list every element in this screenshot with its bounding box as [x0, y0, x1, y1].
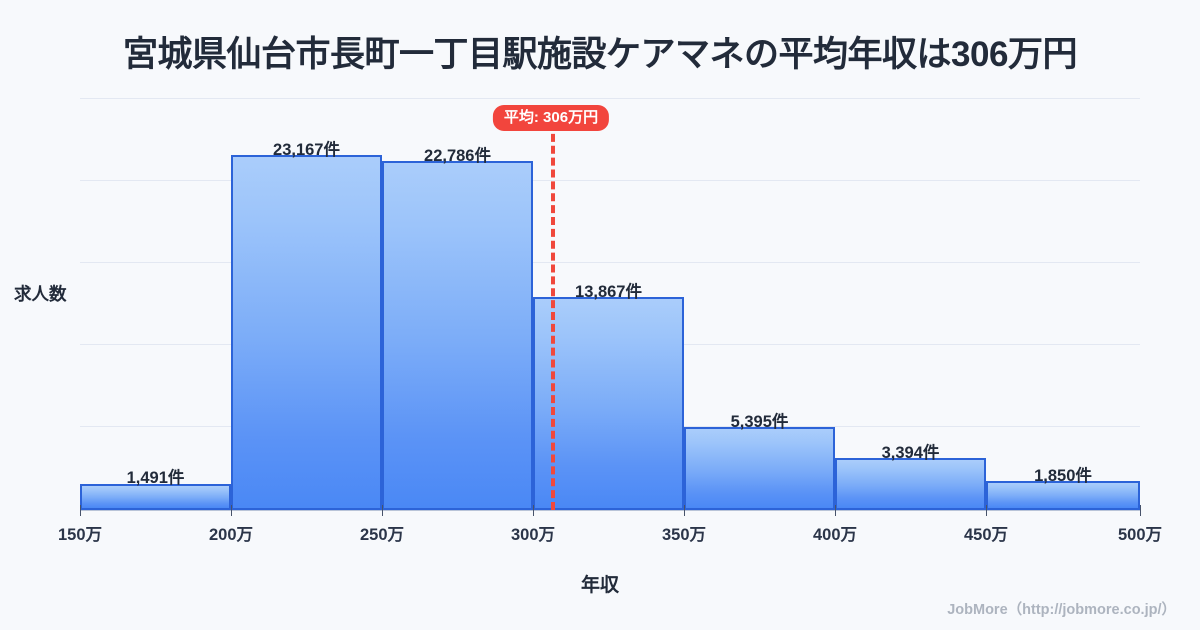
x-axis-tick-label: 150万: [57, 526, 103, 544]
x-axis-tick-label: 400万: [812, 526, 858, 544]
bar-value-label: 13,867件: [575, 283, 642, 301]
x-axis-baseline: [80, 510, 1140, 511]
bar-450-500[interactable]: [986, 481, 1140, 510]
bar-300-350[interactable]: [533, 297, 684, 510]
page-title: 宮城県仙台市長町一丁目駅施設ケアマネの平均年収は306万円: [123, 35, 1077, 74]
x-axis-tick: [231, 505, 232, 516]
x-axis-tick-label: 350万: [661, 526, 707, 544]
bar-200-250[interactable]: [231, 155, 382, 510]
average-badge: 平均: 306万円: [492, 105, 610, 132]
bar-350-400[interactable]: [684, 427, 835, 510]
x-axis-tick: [835, 505, 836, 516]
x-axis-tick-label: 200万: [208, 526, 254, 544]
bar-value-label: 23,167件: [273, 141, 340, 159]
bar-150-200[interactable]: [80, 484, 231, 510]
x-axis-tick-label: 300万: [510, 526, 556, 544]
x-axis-label: 年収: [580, 575, 619, 596]
bar-400-450[interactable]: [835, 458, 986, 510]
bar-250-300[interactable]: [382, 161, 533, 510]
average-line: [551, 122, 555, 510]
x-axis-tick: [80, 505, 81, 516]
bar-value-label: 1,850件: [1034, 467, 1092, 485]
x-axis-tick: [1140, 505, 1141, 516]
x-axis-tick-label: 250万: [359, 526, 405, 544]
bar-value-label: 3,394件: [881, 444, 940, 462]
gridline: [80, 98, 1140, 99]
y-axis-label: 求人数: [14, 284, 67, 304]
x-axis-tick-label: 500万: [1117, 526, 1163, 544]
x-axis-tick: [986, 505, 987, 516]
x-axis-tick: [684, 505, 685, 516]
footer-credit: JobMore（http://jobmore.co.jp/）: [947, 602, 1176, 618]
bar-value-label: 22,786件: [424, 147, 491, 165]
x-axis-tick: [382, 505, 383, 516]
x-axis-tick-label: 450万: [963, 526, 1009, 544]
x-axis-tick: [533, 505, 534, 516]
gridline: [80, 180, 1140, 181]
bar-value-label: 1,491件: [126, 469, 185, 487]
bar-value-label: 5,395件: [730, 413, 789, 431]
gridline: [80, 262, 1140, 263]
